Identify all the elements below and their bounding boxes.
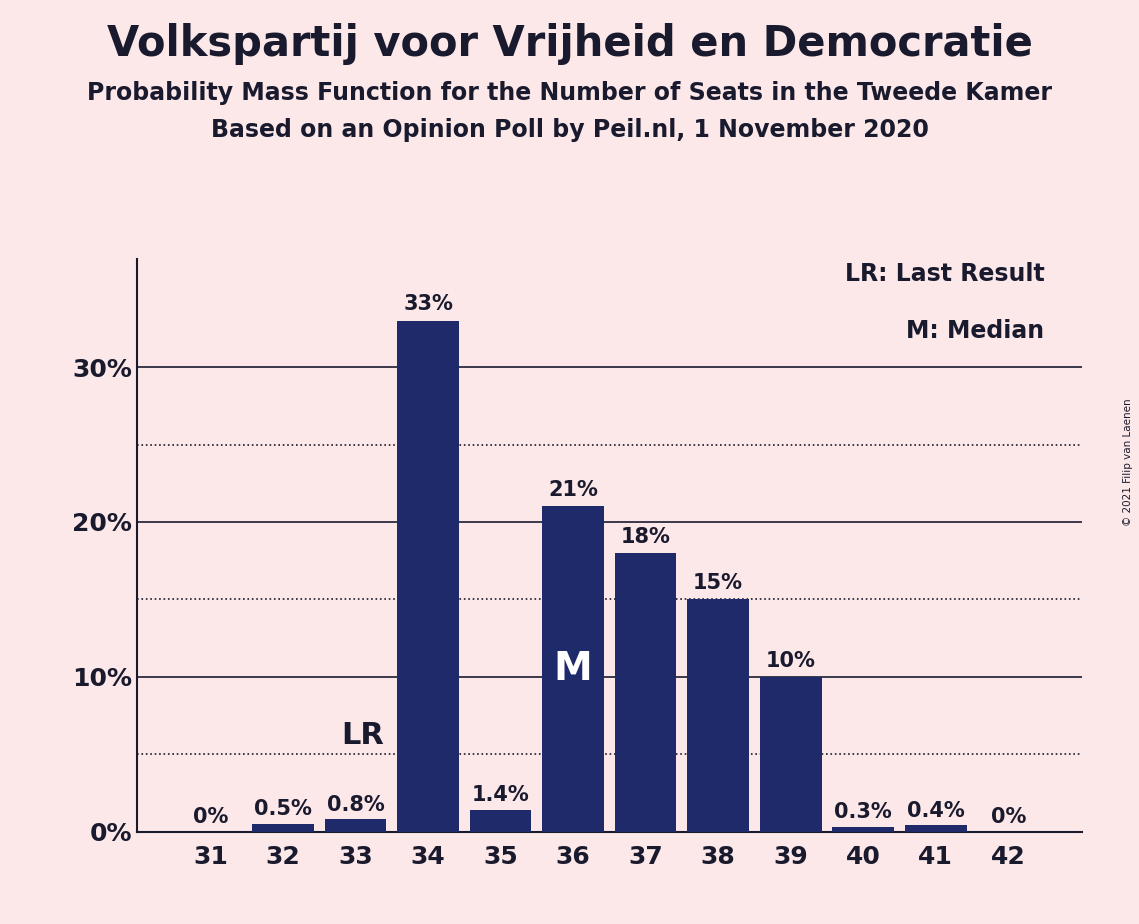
Bar (469, 810, 532, 832)
Bar (325, 820, 386, 832)
Text: 0.3%: 0.3% (835, 802, 892, 822)
Text: 0%: 0% (192, 807, 228, 827)
Text: 18%: 18% (621, 527, 671, 547)
Text: © 2021 Filip van Laenen: © 2021 Filip van Laenen (1123, 398, 1133, 526)
Bar (833, 827, 894, 832)
Text: 15%: 15% (694, 573, 743, 593)
Text: 0.5%: 0.5% (254, 799, 312, 820)
Bar (398, 321, 459, 832)
Text: Based on an Opinion Poll by Peil.nl, 1 November 2020: Based on an Opinion Poll by Peil.nl, 1 N… (211, 118, 928, 142)
Bar (252, 824, 314, 832)
Text: M: Median: M: Median (907, 319, 1044, 343)
Bar (615, 553, 677, 832)
Bar (542, 506, 604, 832)
Bar (760, 676, 821, 832)
Text: M: M (554, 650, 592, 688)
Text: Probability Mass Function for the Number of Seats in the Tweede Kamer: Probability Mass Function for the Number… (87, 81, 1052, 105)
Text: 0.4%: 0.4% (907, 801, 965, 821)
Text: 1.4%: 1.4% (472, 785, 530, 806)
Text: 0.8%: 0.8% (327, 795, 384, 815)
Bar (687, 600, 749, 832)
Text: LR: LR (342, 721, 384, 749)
Text: Volkspartij voor Vrijheid en Democratie: Volkspartij voor Vrijheid en Democratie (107, 23, 1032, 65)
Text: 0%: 0% (991, 807, 1026, 827)
Text: 21%: 21% (548, 480, 598, 500)
Text: 33%: 33% (403, 295, 453, 314)
Bar (904, 825, 967, 832)
Text: 10%: 10% (765, 650, 816, 671)
Text: LR: Last Result: LR: Last Result (845, 261, 1044, 286)
